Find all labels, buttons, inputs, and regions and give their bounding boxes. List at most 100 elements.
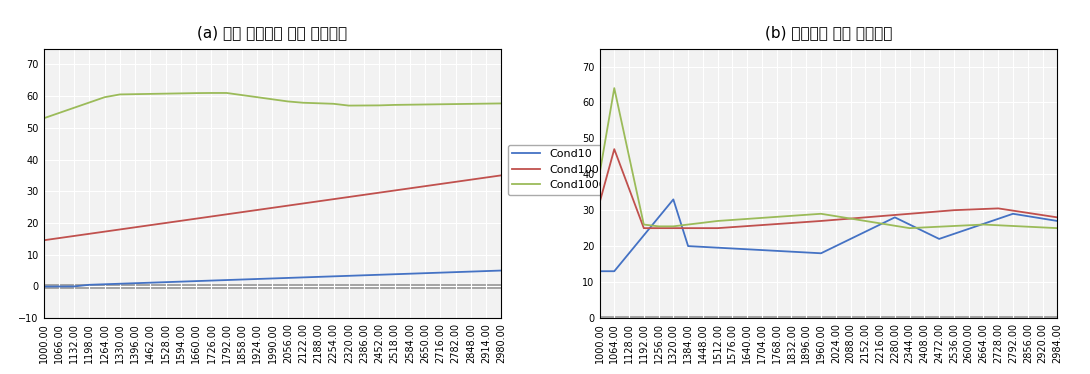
Mu150 — [726, 218, 739, 222]
Line: Cond1000: Cond1000 — [44, 93, 501, 118]
Mu100 — [726, 225, 739, 229]
Mu150 — [1036, 225, 1049, 230]
Mu50 — [977, 221, 990, 226]
Cond100 — [129, 225, 142, 230]
Cond10 — [220, 278, 233, 282]
Mu100 — [755, 223, 768, 227]
Mu150 — [652, 224, 665, 229]
Mu50 — [1021, 214, 1034, 218]
Mu100 — [771, 222, 784, 226]
Mu150 — [814, 212, 827, 216]
Title: (a) 전기 전도도에 따른 차폐효율: (a) 전기 전도도에 따른 차폐효율 — [197, 25, 348, 40]
Mu50 — [947, 232, 960, 236]
Mu150 — [1006, 224, 1019, 228]
Mu100 — [1021, 211, 1034, 215]
Cond100 — [68, 234, 81, 238]
Cond100 — [449, 180, 462, 184]
Cond1000 — [68, 105, 81, 110]
Cond100 — [37, 238, 50, 242]
Cond10 — [266, 276, 279, 281]
Cond10 — [327, 274, 340, 279]
Cond10 — [190, 279, 203, 283]
Cond1000 — [464, 102, 477, 106]
Cond10 — [388, 272, 401, 276]
Mu100 — [844, 216, 857, 221]
Mu150 — [977, 222, 990, 227]
Mu100 — [785, 221, 798, 225]
Mu100 — [1051, 215, 1064, 220]
Cond1000 — [159, 91, 172, 96]
Line: Mu50: Mu50 — [600, 199, 1057, 271]
Mu50 — [933, 237, 946, 241]
Mu50 — [1051, 219, 1064, 223]
Cond1000 — [266, 97, 279, 102]
Mu50 — [873, 222, 886, 227]
Mu50 — [697, 245, 710, 249]
Mu100 — [829, 218, 843, 222]
Cond100 — [235, 210, 249, 214]
Mu50 — [740, 247, 753, 252]
Mu50 — [608, 269, 621, 273]
Mu100 — [859, 215, 872, 220]
Cond100 — [480, 175, 493, 180]
Mu50 — [726, 246, 739, 251]
Cond100 — [52, 236, 65, 240]
Cond10 — [174, 279, 187, 284]
Cond10 — [403, 272, 416, 276]
Cond1000 — [327, 102, 340, 106]
Mu150 — [873, 221, 886, 226]
Mu150 — [697, 221, 710, 225]
Cond10 — [281, 276, 294, 280]
Mu150 — [771, 215, 784, 219]
Cond1000 — [373, 103, 386, 108]
Mu50 — [888, 215, 901, 220]
Mu100 — [652, 226, 665, 230]
Mu150 — [1021, 224, 1034, 229]
Cond100 — [312, 199, 325, 203]
Mu50 — [667, 197, 680, 202]
Cond100 — [266, 206, 279, 210]
Cond1000 — [312, 101, 325, 105]
Mu150 — [888, 224, 901, 228]
Cond100 — [358, 193, 371, 197]
Cond10 — [98, 282, 111, 286]
Cond10 — [312, 275, 325, 279]
Cond10 — [434, 270, 447, 275]
Mu100 — [873, 214, 886, 218]
Mu150 — [667, 224, 680, 229]
Cond10 — [205, 278, 218, 283]
Cond1000 — [235, 93, 249, 97]
Cond100 — [373, 190, 386, 195]
Cond1000 — [358, 103, 371, 108]
Cond10 — [373, 273, 386, 277]
Mu50 — [800, 250, 813, 255]
Mu50 — [755, 248, 768, 252]
Cond10 — [113, 282, 126, 286]
Mu50 — [593, 269, 606, 273]
Cond1000 — [83, 100, 96, 105]
Mu100 — [1036, 213, 1049, 217]
Mu100 — [740, 224, 753, 229]
Mu150 — [622, 154, 635, 159]
Mu150 — [918, 225, 931, 230]
Mu100 — [933, 209, 946, 214]
Cond100 — [144, 223, 157, 227]
Cond10 — [235, 277, 249, 282]
Cond10 — [37, 284, 50, 289]
Cond10 — [495, 268, 508, 273]
Cond10 — [83, 282, 96, 287]
Mu100 — [1006, 208, 1019, 213]
Mu150 — [904, 226, 917, 230]
Mu50 — [918, 230, 931, 234]
Cond100 — [296, 201, 310, 206]
Cond10 — [68, 284, 81, 289]
Mu100 — [622, 186, 635, 191]
Cond100 — [464, 177, 477, 182]
Mu100 — [904, 212, 917, 216]
Mu100 — [593, 201, 606, 205]
Mu50 — [638, 233, 651, 237]
Mu50 — [652, 215, 665, 220]
Mu100 — [667, 226, 680, 230]
Mu100 — [814, 219, 827, 223]
Mu50 — [1006, 212, 1019, 216]
